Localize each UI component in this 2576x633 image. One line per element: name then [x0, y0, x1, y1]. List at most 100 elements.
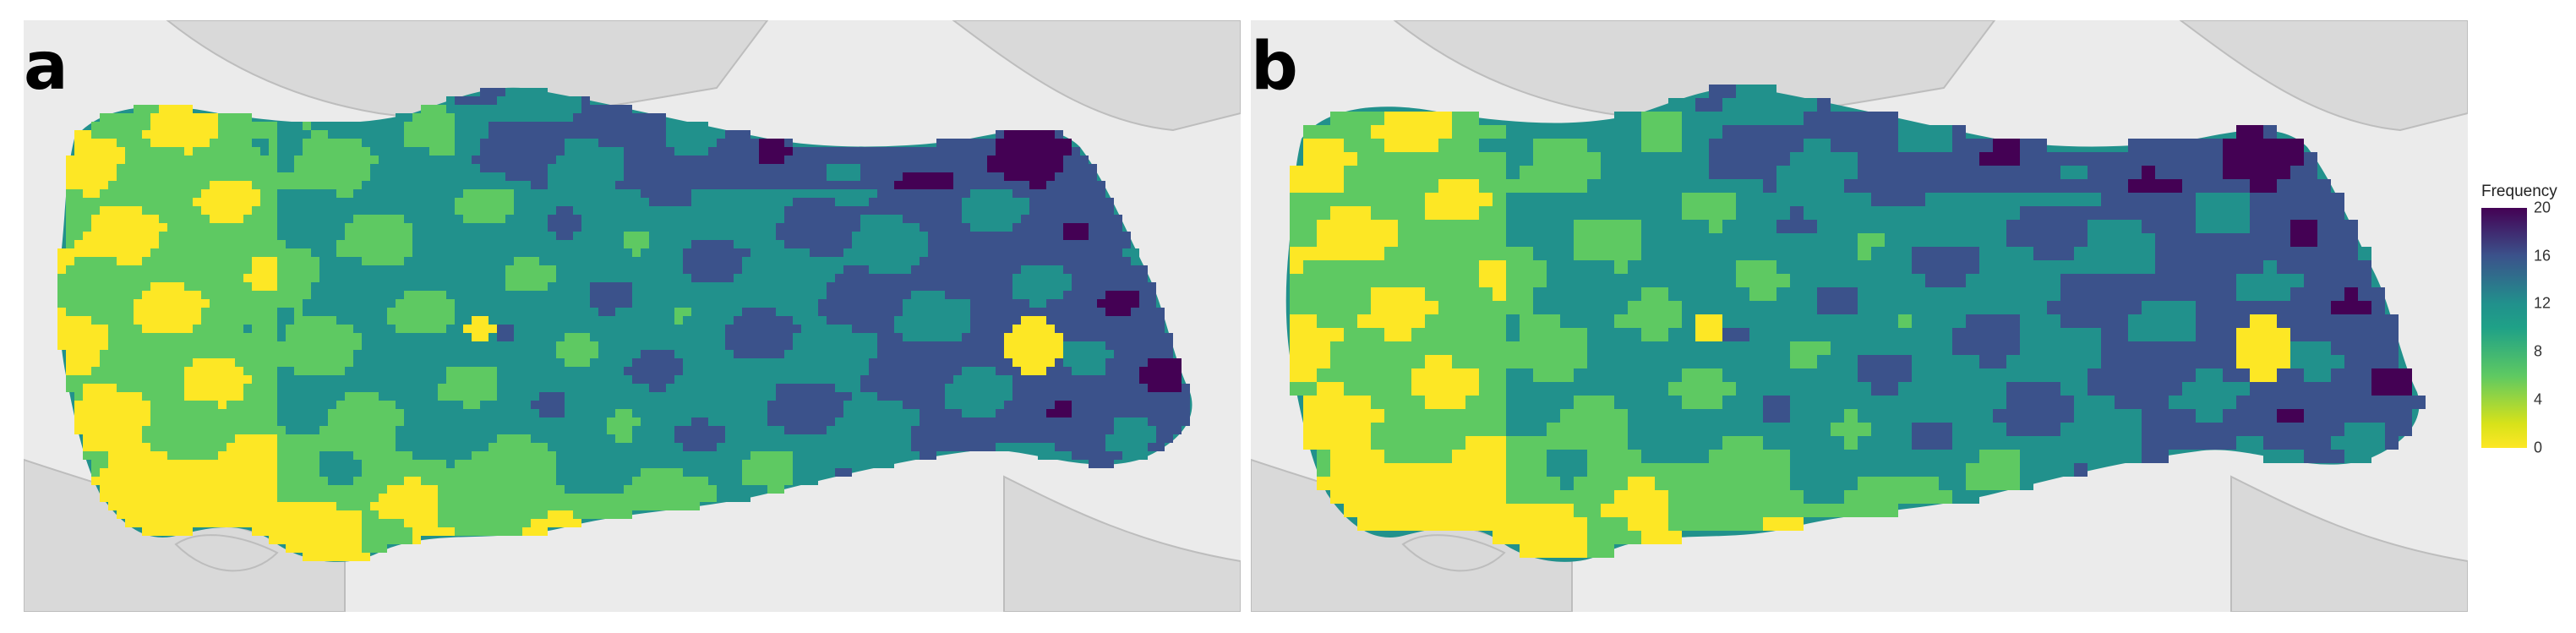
raster-cell [581, 206, 590, 215]
raster-cell [210, 350, 218, 358]
raster-cell [142, 316, 150, 325]
raster-cell [336, 232, 345, 240]
raster-cell [573, 375, 581, 384]
raster-cell [134, 341, 142, 350]
raster-cell [759, 341, 767, 350]
raster-cell [590, 282, 598, 291]
raster-cell [108, 156, 117, 164]
raster-cell [429, 172, 438, 181]
raster-cell [514, 409, 522, 417]
raster-cell [624, 156, 632, 164]
raster-cell [83, 308, 91, 316]
raster-cell [286, 206, 294, 215]
raster-cell [1105, 401, 1114, 409]
raster-cell [100, 130, 108, 139]
raster-cell [480, 409, 488, 417]
raster-cell [987, 240, 996, 248]
raster-cell [438, 105, 446, 113]
raster-cell [987, 248, 996, 257]
raster-cell [539, 367, 548, 375]
raster-cell [945, 206, 953, 215]
raster-cell [396, 139, 404, 147]
raster-cell [691, 189, 700, 198]
raster-cell [74, 274, 83, 282]
raster-cell [210, 443, 218, 451]
raster-cell [590, 147, 598, 156]
raster-cell [970, 443, 979, 451]
raster-cell [607, 409, 615, 417]
raster-cell [243, 172, 252, 181]
raster-cell [835, 164, 843, 172]
raster-cell [793, 434, 801, 443]
raster-cell [953, 223, 962, 232]
raster-cell [438, 350, 446, 358]
raster-cell [1055, 325, 1063, 333]
raster-cell [505, 206, 514, 215]
raster-cell [1004, 282, 1012, 291]
raster-cell [429, 308, 438, 316]
raster-cell [438, 367, 446, 375]
raster-cell [717, 350, 725, 358]
raster-cell [835, 434, 843, 443]
raster-cell [159, 384, 167, 392]
raster-cell [1012, 299, 1021, 308]
raster-cell [531, 325, 539, 333]
raster-cell [598, 417, 607, 426]
raster-cell [1072, 325, 1080, 333]
raster-cell [674, 350, 683, 358]
raster-cell [666, 417, 674, 426]
raster-cell [429, 130, 438, 139]
raster-cell [590, 164, 598, 172]
raster-cell [176, 122, 184, 130]
raster-cell [1089, 215, 1097, 223]
raster-cell [962, 282, 970, 291]
raster-cell [607, 291, 615, 299]
raster-cell [1038, 308, 1046, 316]
raster-cell [641, 375, 649, 384]
raster-cell [539, 358, 548, 367]
raster-cell [100, 367, 108, 375]
raster-cell [776, 240, 784, 248]
raster-cell [260, 274, 269, 282]
raster-cell [945, 282, 953, 291]
raster-cell [362, 122, 370, 130]
raster-cell [674, 375, 683, 384]
raster-cell [336, 164, 345, 172]
raster-cell [928, 206, 936, 215]
raster-cell [708, 299, 717, 308]
raster-cell [303, 130, 311, 139]
raster-cell [869, 426, 877, 434]
raster-cell [201, 215, 210, 223]
raster-cell [793, 375, 801, 384]
raster-cell [928, 265, 936, 274]
raster-cell [860, 198, 869, 206]
raster-cell [193, 443, 201, 451]
raster-cell [412, 113, 421, 122]
raster-cell [522, 358, 531, 367]
raster-cell [404, 265, 412, 274]
raster-cell [1148, 333, 1156, 341]
raster-cell [708, 316, 717, 325]
raster-cell [117, 451, 125, 460]
raster-cell [1012, 401, 1021, 409]
raster-cell [1080, 401, 1089, 409]
raster-cell [1105, 232, 1114, 240]
raster-cell [987, 443, 996, 451]
raster-cell [767, 248, 776, 257]
raster-cell [641, 325, 649, 333]
raster-cell [573, 325, 581, 333]
raster-cell [1156, 384, 1165, 392]
raster-cell [396, 248, 404, 257]
raster-cell [319, 139, 328, 147]
raster-cell [336, 308, 345, 316]
raster-cell [750, 308, 759, 316]
raster-cell [717, 164, 725, 172]
raster-cell [210, 367, 218, 375]
raster-cell [1080, 417, 1089, 426]
raster-cell [658, 223, 666, 232]
raster-cell [801, 274, 810, 282]
raster-cell [303, 308, 311, 316]
raster-cell [1080, 248, 1089, 257]
raster-cell [134, 164, 142, 172]
raster-cell [734, 392, 742, 401]
